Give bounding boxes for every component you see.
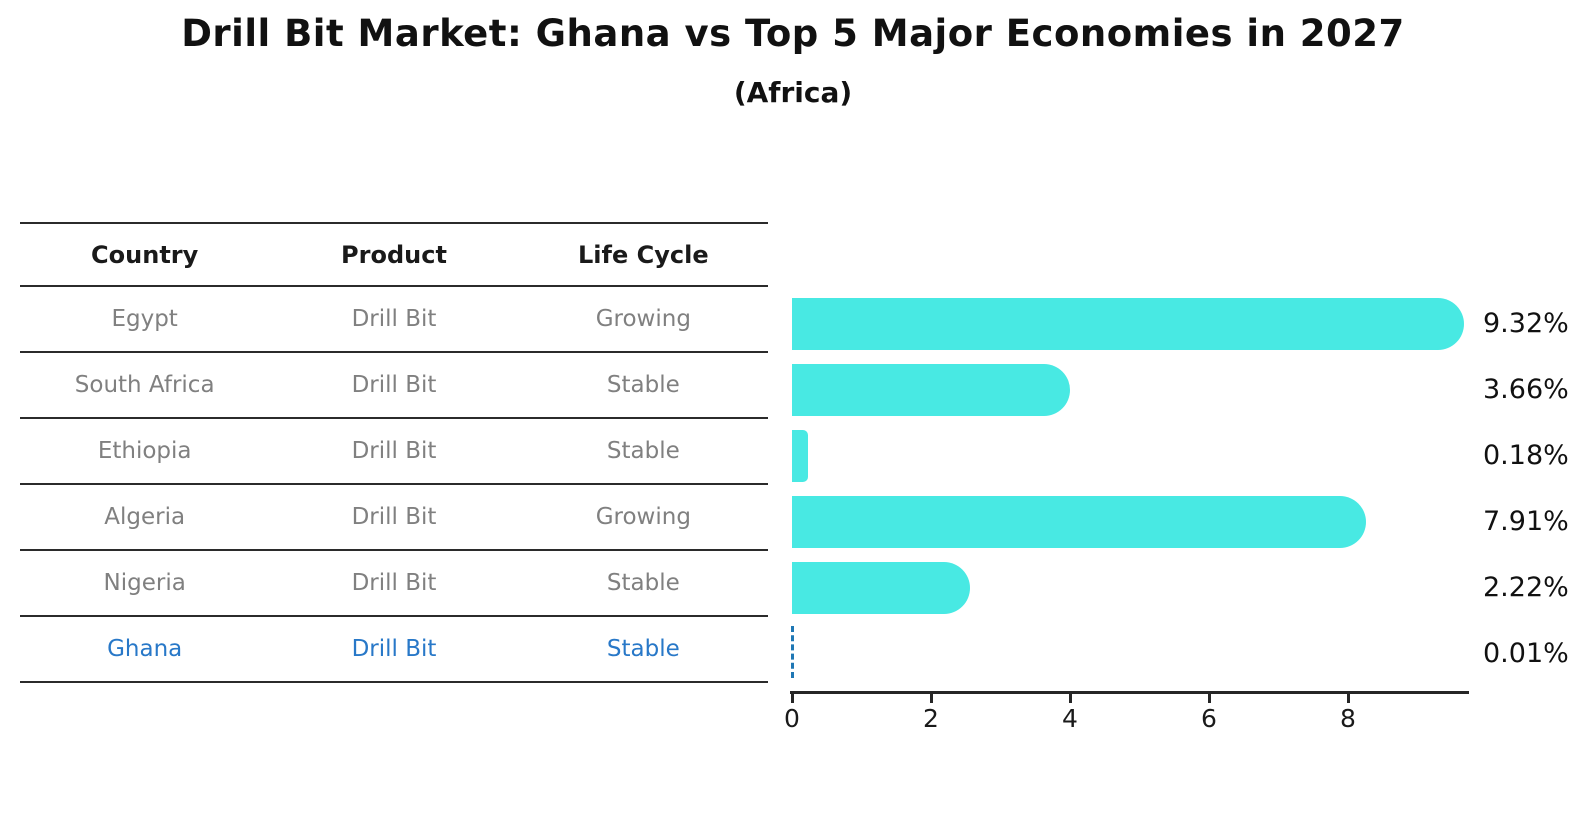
table-row: Algeria Drill Bit Growing [20,485,768,551]
x-axis-tick [791,694,794,703]
cell-lifecycle: Stable [606,570,680,596]
x-axis-tick-label: 4 [1062,704,1078,733]
cell-product: Drill Bit [351,570,437,596]
bar-ethiopia [792,430,808,482]
col-header-lifecycle: Life Cycle [578,240,709,269]
value-label-nigeria: 2.22% [1483,572,1569,603]
x-axis-tick [1069,694,1072,703]
table-header-row: Country Product Life Cycle [20,224,768,287]
x-axis-tick [930,694,933,703]
value-label-egypt: 9.32% [1483,308,1569,339]
value-label-south-africa: 3.66% [1483,374,1569,405]
bar-south-africa [792,364,1071,416]
bar-egypt [792,298,1464,350]
cell-lifecycle: Stable [606,438,680,464]
figure-title: Drill Bit Market: Ghana vs Top 5 Major E… [181,12,1405,55]
col-header-country: Country [91,240,199,269]
value-label-ghana: 0.01% [1483,638,1569,669]
bar-nigeria [792,562,971,614]
x-axis-line [790,691,1469,694]
table-row: Egypt Drill Bit Growing [20,287,768,353]
table-row: South Africa Drill Bit Stable [20,353,768,419]
cell-lifecycle: Growing [595,306,691,332]
cell-product: Drill Bit [351,306,437,332]
cell-lifecycle: Stable [606,636,680,662]
cell-lifecycle: Stable [606,372,680,398]
cell-lifecycle: Growing [595,504,691,530]
x-axis-tick [1208,694,1211,703]
bar-ghana [791,626,794,678]
cell-product: Drill Bit [351,504,437,530]
cell-country: South Africa [74,372,215,398]
cell-country: Ghana [107,636,183,662]
table-body: Egypt Drill Bit Growing South Africa Dri… [20,287,768,683]
table-row: Ghana Drill Bit Stable [20,617,768,683]
bar-algeria [792,496,1366,548]
x-axis-tick-label: 2 [923,704,939,733]
figure-subtitle: (Africa) [733,76,853,109]
value-label-ethiopia: 0.18% [1483,440,1569,471]
x-axis-tick-label: 6 [1201,704,1217,733]
table-row: Nigeria Drill Bit Stable [20,551,768,617]
x-axis-tick-label: 8 [1340,704,1356,733]
cell-country: Ethiopia [97,438,192,464]
table-row: Ethiopia Drill Bit Stable [20,419,768,485]
col-header-product: Product [341,240,447,269]
cell-product: Drill Bit [351,372,437,398]
cell-country: Algeria [104,504,186,530]
cell-product: Drill Bit [351,636,437,662]
x-axis-tick [1347,694,1350,703]
cell-country: Nigeria [103,570,186,596]
cell-product: Drill Bit [351,438,437,464]
cell-country: Egypt [111,306,178,332]
x-axis-tick-label: 0 [784,704,800,733]
country-table: Country Product Life Cycle Egypt Drill B… [20,222,768,683]
value-label-algeria: 7.91% [1483,506,1569,537]
